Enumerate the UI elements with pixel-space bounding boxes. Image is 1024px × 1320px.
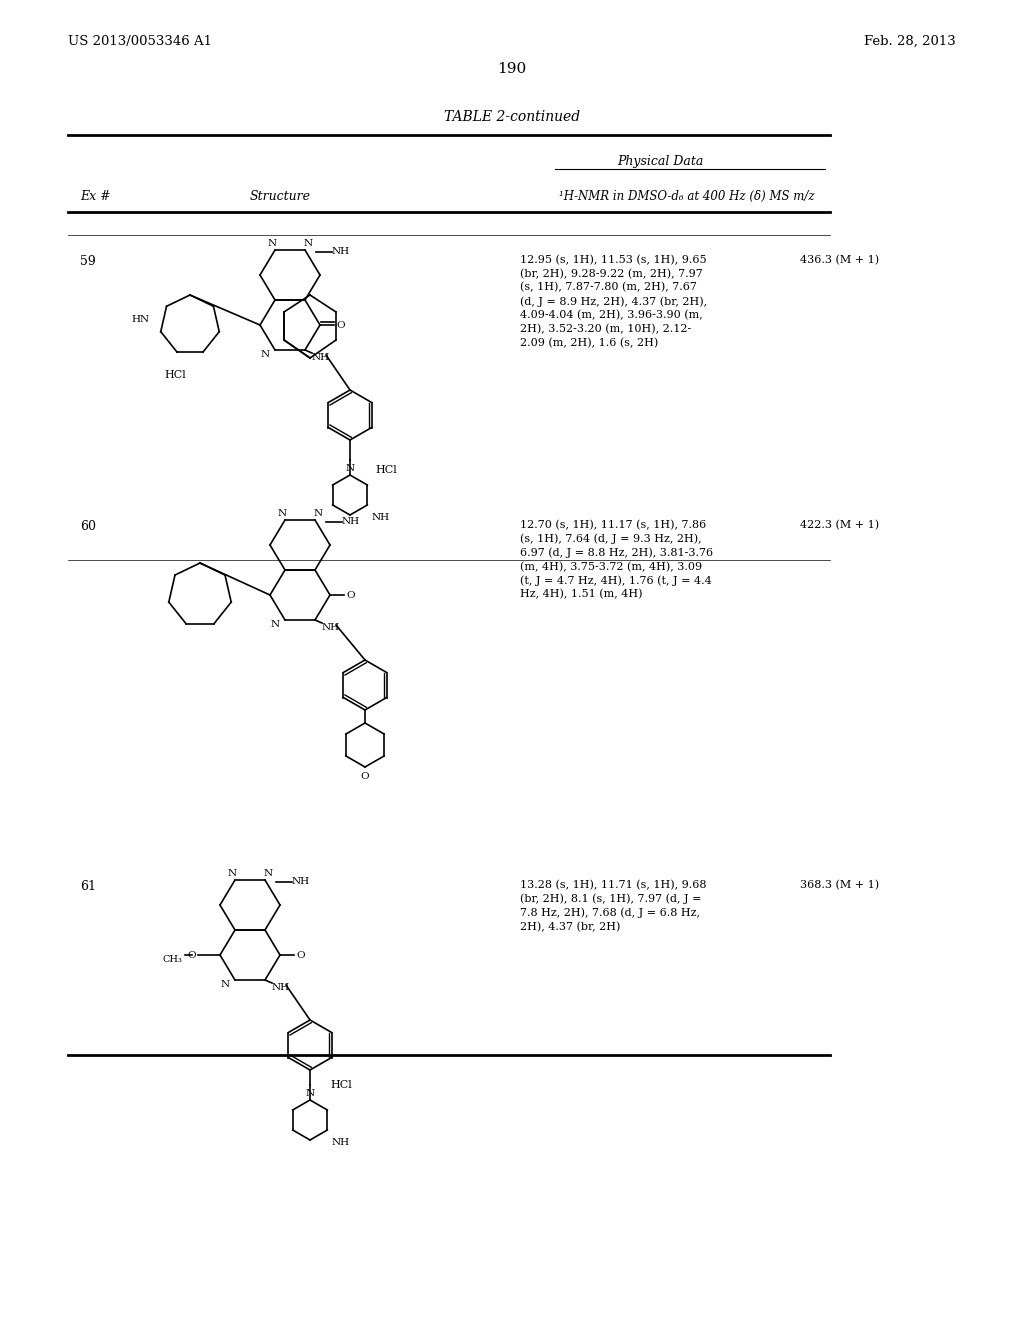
Text: O: O [336, 321, 345, 330]
Text: NH: NH [312, 352, 330, 362]
Text: N: N [220, 979, 229, 989]
Text: 436.3 (M + 1): 436.3 (M + 1) [800, 255, 880, 265]
Text: HCl: HCl [330, 1080, 352, 1090]
Text: NH: NH [272, 983, 290, 993]
Text: HCl: HCl [164, 370, 186, 380]
Text: N: N [270, 620, 280, 630]
Text: O: O [187, 950, 196, 960]
Text: 12.95 (s, 1H), 11.53 (s, 1H), 9.65
(br, 2H), 9.28-9.22 (m, 2H), 7.97
(s, 1H), 7.: 12.95 (s, 1H), 11.53 (s, 1H), 9.65 (br, … [520, 255, 708, 347]
Text: 190: 190 [498, 62, 526, 77]
Text: N: N [278, 510, 287, 517]
Text: 12.70 (s, 1H), 11.17 (s, 1H), 7.86
(s, 1H), 7.64 (d, J = 9.3 Hz, 2H),
6.97 (d, J: 12.70 (s, 1H), 11.17 (s, 1H), 7.86 (s, 1… [520, 520, 713, 599]
Text: N: N [227, 869, 237, 878]
Text: NH: NH [332, 248, 350, 256]
Text: US 2013/0053346 A1: US 2013/0053346 A1 [68, 36, 212, 48]
Text: NH: NH [332, 1138, 350, 1147]
Text: N: N [260, 350, 269, 359]
Text: 61: 61 [80, 880, 96, 894]
Text: 422.3 (M + 1): 422.3 (M + 1) [800, 520, 880, 531]
Text: O: O [346, 590, 354, 599]
Text: 368.3 (M + 1): 368.3 (M + 1) [800, 880, 880, 890]
Text: NH: NH [342, 517, 360, 527]
Text: 59: 59 [80, 255, 96, 268]
Text: N: N [345, 465, 354, 473]
Text: NH: NH [292, 878, 310, 887]
Text: N: N [267, 239, 276, 248]
Text: N: N [313, 510, 323, 517]
Text: Structure: Structure [250, 190, 310, 203]
Text: N: N [263, 869, 272, 878]
Text: O: O [360, 772, 370, 781]
Text: 60: 60 [80, 520, 96, 533]
Text: O: O [296, 950, 304, 960]
Text: HCl: HCl [375, 465, 396, 475]
Text: CH₃: CH₃ [162, 954, 182, 964]
Text: N: N [305, 1089, 314, 1098]
Text: N: N [303, 239, 312, 248]
Text: NH: NH [372, 513, 390, 521]
Text: HN: HN [132, 315, 150, 325]
Text: ¹H-NMR in DMSO-d₆ at 400 Hz (δ) MS m/z: ¹H-NMR in DMSO-d₆ at 400 Hz (δ) MS m/z [559, 190, 815, 203]
Text: NH: NH [322, 623, 340, 632]
Text: Ex #: Ex # [80, 190, 111, 203]
Text: TABLE 2-continued: TABLE 2-continued [444, 110, 580, 124]
Text: Feb. 28, 2013: Feb. 28, 2013 [864, 36, 956, 48]
Text: Physical Data: Physical Data [616, 154, 703, 168]
Text: 13.28 (s, 1H), 11.71 (s, 1H), 9.68
(br, 2H), 8.1 (s, 1H), 7.97 (d, J =
7.8 Hz, 2: 13.28 (s, 1H), 11.71 (s, 1H), 9.68 (br, … [520, 880, 707, 932]
